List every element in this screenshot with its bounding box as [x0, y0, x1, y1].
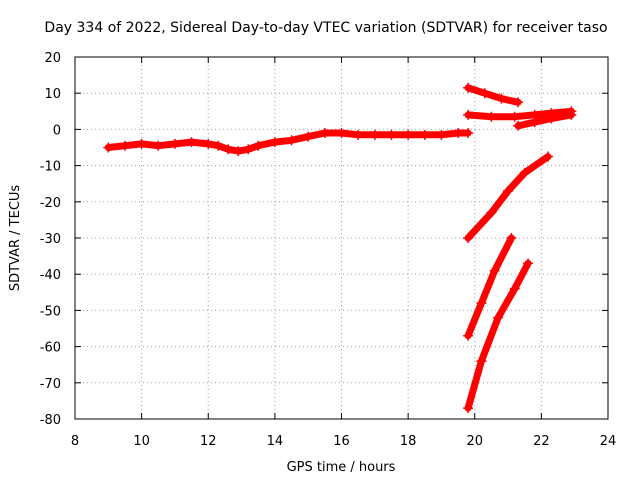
data-point	[509, 111, 520, 122]
chart-title: Day 334 of 2022, Sidereal Day-to-day VTE…	[44, 20, 607, 36]
data-point	[203, 138, 214, 149]
series-track-rising-from-minus-57	[464, 234, 515, 340]
axis-ticks	[74, 56, 609, 420]
data-point	[103, 142, 114, 153]
data-point	[213, 140, 224, 151]
data-point	[463, 82, 474, 93]
data-point	[513, 120, 524, 131]
data-point	[269, 137, 280, 148]
series-main-track	[104, 129, 472, 155]
data-point	[303, 131, 314, 142]
data-point	[489, 265, 500, 276]
data-point	[436, 129, 447, 140]
data-point	[463, 403, 474, 414]
data-point	[566, 109, 577, 120]
y-tick-label: 0	[53, 123, 61, 138]
data-point	[453, 128, 464, 139]
data-point	[463, 109, 474, 120]
data-point	[119, 140, 130, 151]
data-point	[463, 330, 474, 341]
data-point	[493, 312, 504, 323]
grid	[75, 57, 608, 419]
data-point	[369, 129, 380, 140]
y-tick-label: -60	[40, 341, 61, 356]
y-tick-label: -30	[40, 232, 61, 247]
data-point	[519, 167, 530, 178]
data-point	[386, 129, 397, 140]
data-point	[503, 185, 514, 196]
data-point	[479, 88, 490, 99]
data-point	[419, 129, 430, 140]
data-point	[529, 117, 540, 128]
y-tick-label: 20	[44, 51, 61, 66]
data-point	[509, 283, 520, 294]
data-point	[186, 137, 197, 148]
x-tick-label: 16	[333, 434, 350, 449]
data-point	[476, 356, 487, 367]
y-tick-label: 10	[44, 87, 61, 102]
data-point	[286, 135, 297, 146]
data-point	[496, 93, 507, 104]
x-tick-label: 14	[267, 434, 284, 449]
x-axis-label: GPS time / hours	[287, 460, 396, 475]
y-tick-label: -50	[40, 304, 61, 319]
series-track-rising-from-minus-30	[464, 153, 552, 242]
data-point	[463, 128, 474, 139]
y-tick-label: -70	[40, 377, 61, 392]
data-point	[486, 111, 497, 122]
data-point	[169, 138, 180, 149]
y-tick-label: -20	[40, 196, 61, 211]
data-point	[223, 144, 234, 155]
data-point	[513, 97, 524, 108]
data-point	[336, 128, 347, 139]
x-tick-label: 20	[466, 434, 483, 449]
y-tick-label: -40	[40, 268, 61, 283]
plot-series	[103, 82, 577, 414]
data-point	[319, 128, 330, 139]
x-tick-label: 8	[71, 434, 79, 449]
series-track-rising-from-minus-77	[464, 259, 532, 412]
data-point	[546, 113, 557, 124]
y-axis-label: SDTVAR / TECUs	[8, 185, 23, 292]
y-tick-label: -80	[40, 413, 61, 428]
x-tick-label: 18	[400, 434, 417, 449]
y-tick-labels: 20 10 0 -10 -20 -30 -40 -50 -60 -70 -80	[40, 51, 61, 428]
x-tick-label: 12	[200, 434, 217, 449]
data-point	[243, 144, 254, 155]
x-tick-label: 24	[600, 434, 617, 449]
data-point	[523, 258, 534, 269]
data-point	[506, 233, 517, 243]
x-tick-label: 22	[533, 434, 550, 449]
x-tick-label: 10	[133, 434, 150, 449]
x-tick-labels: 8 10 12 14 16 18 20 22 24	[71, 434, 616, 449]
y-tick-label: -10	[40, 160, 61, 175]
data-point	[543, 151, 554, 162]
series-track-short-rising	[514, 111, 575, 130]
data-point	[486, 207, 497, 218]
data-point	[463, 233, 474, 243]
series-track-upper-descending	[464, 84, 522, 106]
data-point	[353, 129, 364, 140]
data-point	[253, 140, 264, 151]
data-point	[403, 129, 414, 140]
data-point	[233, 146, 244, 157]
data-point	[153, 140, 164, 151]
data-point	[136, 138, 147, 149]
data-point	[476, 298, 487, 309]
